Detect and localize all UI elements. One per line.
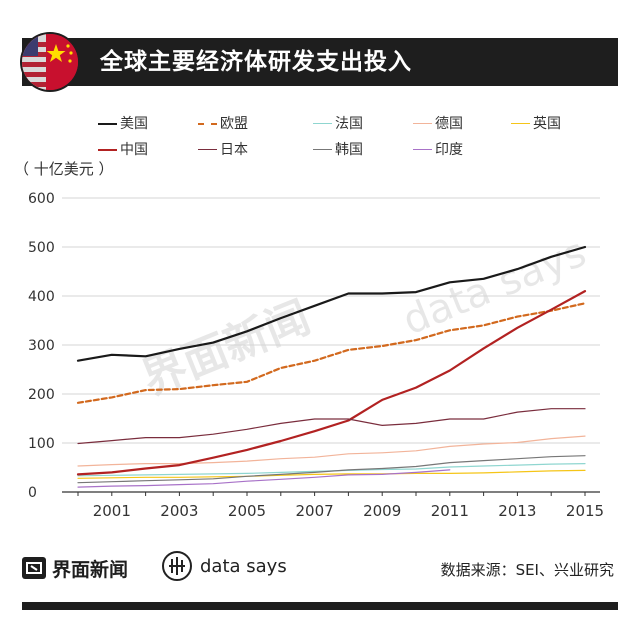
- series-line-7: [77, 408, 586, 445]
- x-tick-label: 2011: [431, 502, 469, 520]
- x-tick-label: 2009: [363, 502, 401, 520]
- x-tick-label: 2015: [566, 502, 604, 520]
- series-line-8: [77, 455, 586, 484]
- data-says-mark: [169, 557, 185, 575]
- series-line-1: [76, 245, 587, 362]
- series-line-6: [76, 289, 587, 476]
- x-tick-label: 2003: [160, 502, 198, 520]
- data-says-icon: [162, 551, 192, 581]
- chart-title: 全球主要经济体研发支出投入: [100, 49, 412, 75]
- y-axis-unit-label: （ 十亿美元 ）: [14, 160, 114, 178]
- series-line-5: [77, 469, 586, 479]
- legend-swatch: [198, 149, 217, 150]
- x-tick-label: 2013: [498, 502, 536, 520]
- line-chart: 界面新闻 data says 0 100 200 300 400 500 600 2001 20…: [28, 191, 604, 520]
- jiemian-logo-icon: [22, 557, 46, 579]
- y-tick-label: 200: [28, 387, 55, 403]
- y-tick-label: 400: [28, 289, 55, 305]
- x-tick-label: 2001: [93, 502, 131, 520]
- jiemian-logo-mark: [26, 562, 42, 574]
- series-line-2: [76, 302, 587, 404]
- legend-swatch: [98, 123, 117, 125]
- title-bar: [22, 38, 618, 86]
- legend-label: 德国: [435, 116, 463, 132]
- y-tick-label: 500: [28, 240, 55, 256]
- legend-label: 印度: [435, 142, 463, 158]
- footer-rule: [22, 602, 618, 610]
- legend-label: 欧盟: [220, 116, 248, 132]
- legend-swatch: [511, 123, 530, 124]
- watermark: 界面新闻 data says: [135, 229, 592, 405]
- y-tick-label: 600: [28, 191, 55, 207]
- legend-swatch: [413, 149, 432, 150]
- series-line-4: [77, 435, 586, 467]
- legend-swatch: [413, 123, 432, 124]
- legend-swatch: [313, 123, 332, 124]
- footer-brand-text: data says: [200, 556, 287, 577]
- legend-label: 美国: [120, 116, 148, 132]
- footer-logo-text: 界面新闻: [52, 559, 129, 581]
- legend: 美国 欧盟 法国 德国 英国中国 日本 韩国 印度: [98, 112, 638, 164]
- legend-swatch: [198, 123, 217, 125]
- legend-swatch: [313, 149, 332, 150]
- legend-label: 中国: [120, 142, 148, 158]
- legend-label: 英国: [533, 116, 561, 132]
- us-china-flag-icon: [22, 34, 78, 90]
- footer-source: 数据来源：SEI、兴业研究: [440, 561, 614, 579]
- flag-graphic: [22, 34, 78, 90]
- y-tick-label: 0: [28, 485, 37, 501]
- legend-label: 韩国: [335, 142, 363, 158]
- watermark-logo-text: 界面新闻: [135, 292, 317, 405]
- x-tick-label: 2005: [228, 502, 266, 520]
- y-tick-label: 300: [28, 338, 55, 354]
- legend-swatch: [98, 149, 117, 151]
- x-tick-label: 2007: [296, 502, 334, 520]
- y-tick-label: 100: [28, 436, 55, 452]
- legend-label: 日本: [220, 142, 248, 158]
- legend-label: 法国: [335, 116, 363, 132]
- series-line-9: [77, 469, 451, 488]
